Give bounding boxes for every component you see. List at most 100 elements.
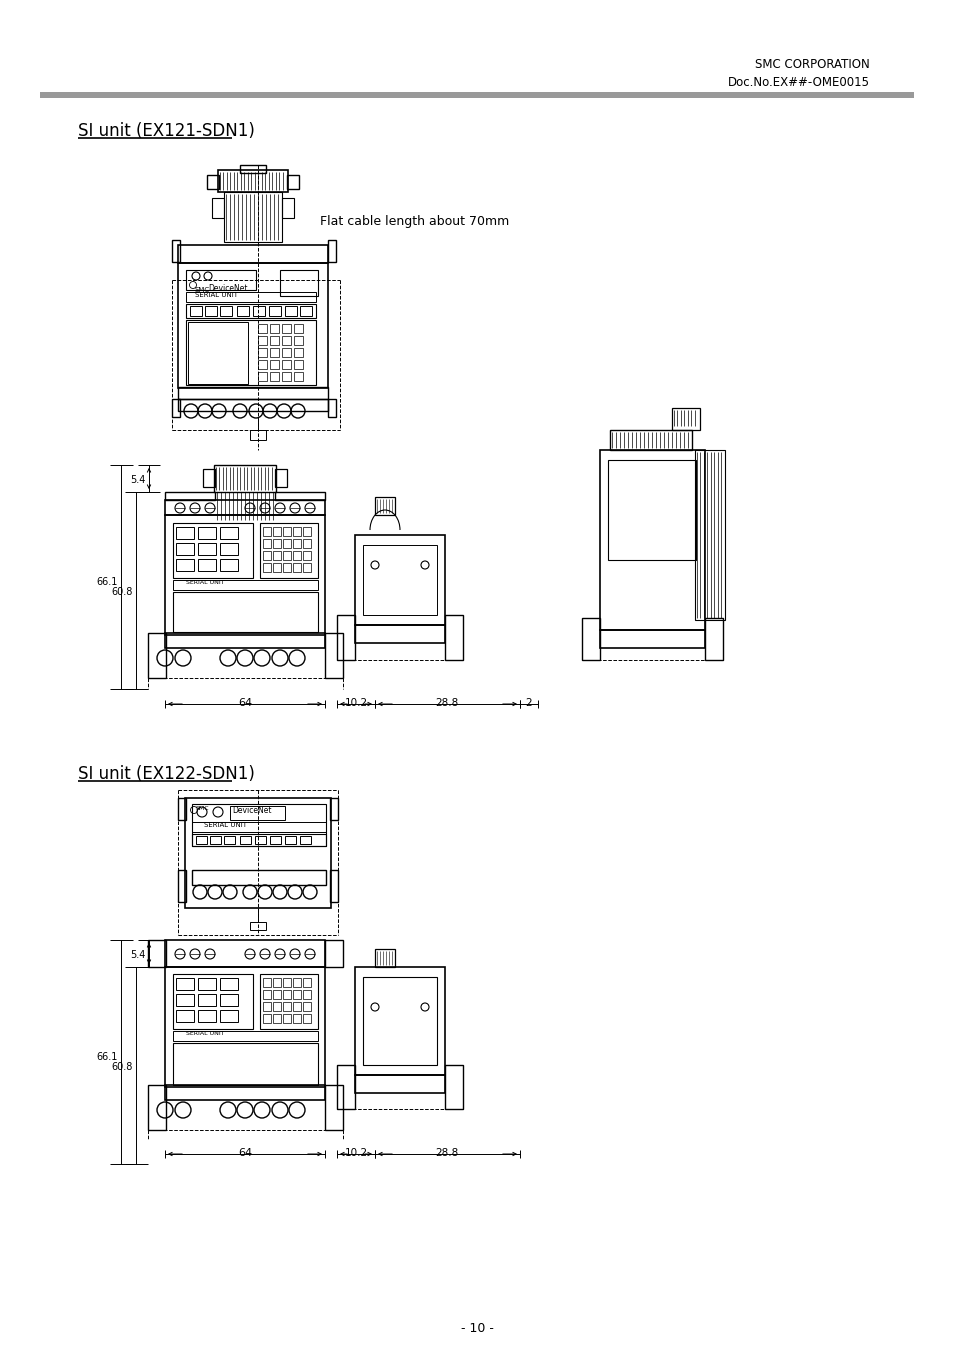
Bar	[270, 359, 278, 369]
Bar	[263, 978, 271, 988]
Bar	[704, 617, 722, 661]
Bar	[270, 836, 281, 844]
Bar	[192, 821, 326, 832]
Text: 28.8: 28.8	[435, 1148, 458, 1158]
Bar	[172, 399, 180, 417]
Bar	[185, 798, 331, 908]
Bar	[283, 1002, 291, 1011]
Bar	[328, 399, 335, 417]
Bar	[263, 1002, 271, 1011]
Bar	[198, 978, 215, 990]
Bar	[285, 305, 296, 316]
Bar	[257, 336, 267, 345]
Bar	[282, 199, 294, 218]
Bar	[40, 92, 913, 99]
Bar	[148, 634, 166, 678]
Bar	[325, 940, 343, 967]
Bar	[283, 990, 291, 998]
Text: SMC: SMC	[194, 286, 210, 293]
Bar	[273, 563, 281, 571]
Bar	[599, 630, 704, 648]
Bar	[236, 305, 249, 316]
Bar	[293, 563, 301, 571]
Bar	[293, 978, 301, 988]
Bar	[175, 994, 193, 1006]
Bar	[270, 324, 278, 332]
Bar	[274, 469, 287, 486]
Bar	[186, 320, 315, 385]
Bar	[294, 324, 303, 332]
Bar	[257, 349, 267, 357]
Bar	[303, 563, 311, 571]
Bar	[282, 324, 291, 332]
Bar	[285, 836, 295, 844]
Bar	[336, 1065, 355, 1109]
Bar	[282, 359, 291, 369]
Text: 10.2: 10.2	[344, 698, 367, 708]
Bar	[220, 543, 237, 555]
Bar	[213, 465, 275, 492]
Text: 5.4: 5.4	[131, 476, 146, 485]
Bar	[303, 1002, 311, 1011]
Bar	[293, 1002, 301, 1011]
Bar	[192, 804, 326, 846]
Bar	[273, 990, 281, 998]
Bar	[282, 372, 291, 381]
Bar	[282, 349, 291, 357]
Bar	[273, 527, 281, 536]
Bar	[192, 834, 326, 846]
Bar	[303, 539, 311, 549]
Bar	[444, 1065, 462, 1109]
Bar	[253, 305, 265, 316]
Bar	[260, 974, 317, 1029]
Text: SI unit (EX122-SDN1): SI unit (EX122-SDN1)	[78, 765, 254, 784]
Bar	[280, 270, 317, 296]
Bar	[172, 523, 253, 578]
Bar	[175, 527, 193, 539]
Bar	[254, 836, 266, 844]
Bar	[695, 450, 724, 620]
Bar	[186, 304, 315, 317]
Bar	[224, 836, 234, 844]
Text: DeviceNet: DeviceNet	[208, 284, 247, 293]
Bar	[287, 176, 298, 189]
Bar	[178, 870, 186, 902]
Bar	[210, 836, 221, 844]
Bar	[283, 1015, 291, 1023]
Bar	[218, 170, 288, 192]
Bar	[273, 1015, 281, 1023]
Bar	[207, 176, 219, 189]
Bar	[175, 543, 193, 555]
Text: 60.8: 60.8	[112, 1062, 132, 1071]
Bar	[172, 1043, 317, 1085]
Bar	[178, 399, 328, 411]
Text: Doc.No.EX##-OME0015: Doc.No.EX##-OME0015	[727, 76, 869, 89]
Bar	[240, 836, 251, 844]
Bar	[186, 292, 315, 303]
Text: - 10 -: - 10 -	[460, 1323, 493, 1335]
Bar	[274, 492, 325, 500]
Bar	[273, 539, 281, 549]
Bar	[599, 450, 704, 630]
Bar	[175, 978, 193, 990]
Bar	[178, 263, 328, 388]
Text: 64: 64	[237, 1148, 252, 1158]
Bar	[270, 372, 278, 381]
Bar	[303, 1015, 311, 1023]
Bar	[581, 617, 599, 661]
Bar	[273, 551, 281, 561]
Text: SERIAL UNIT: SERIAL UNIT	[186, 1031, 224, 1036]
Text: 64: 64	[237, 698, 252, 708]
Bar	[260, 523, 317, 578]
Bar	[165, 967, 325, 1088]
Bar	[203, 469, 214, 486]
Bar	[355, 626, 444, 643]
Bar	[148, 940, 166, 967]
Bar	[205, 305, 216, 316]
Bar	[671, 408, 700, 430]
Bar	[178, 245, 328, 263]
Bar	[355, 535, 444, 626]
Bar	[270, 336, 278, 345]
Text: 66.1: 66.1	[96, 1052, 118, 1062]
Text: SERIAL UNIT: SERIAL UNIT	[204, 821, 247, 828]
